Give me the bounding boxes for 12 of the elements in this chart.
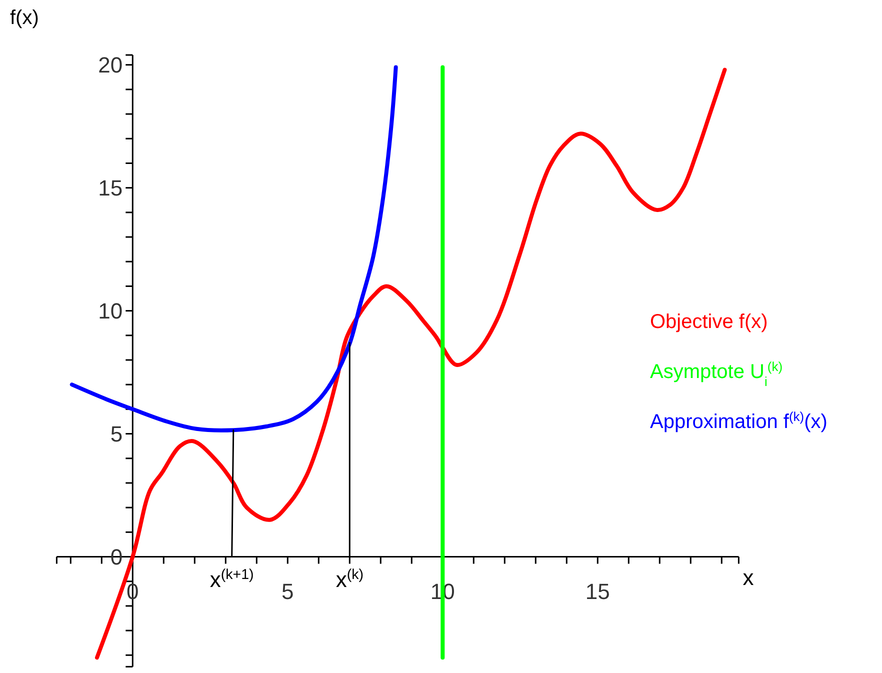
annotation: x$^{(k+1)}$ [210,566,254,592]
y-tick-label: 20 [98,52,123,78]
y-axis-title: f(x) [10,7,39,29]
x-tick-label: 5 [282,578,294,604]
annotation: x$^{(k)}$ [336,566,364,592]
x-axis-title: x [742,564,754,590]
text: Approximation f$^{(k)}$(x) [650,408,828,433]
text: Objective f(x) [650,311,768,333]
y-tick-label: 5 [110,421,123,446]
y-tick-label: 15 [98,176,123,201]
x-tick-label: 15 [585,578,610,604]
y-tick-label: 10 [98,298,123,324]
